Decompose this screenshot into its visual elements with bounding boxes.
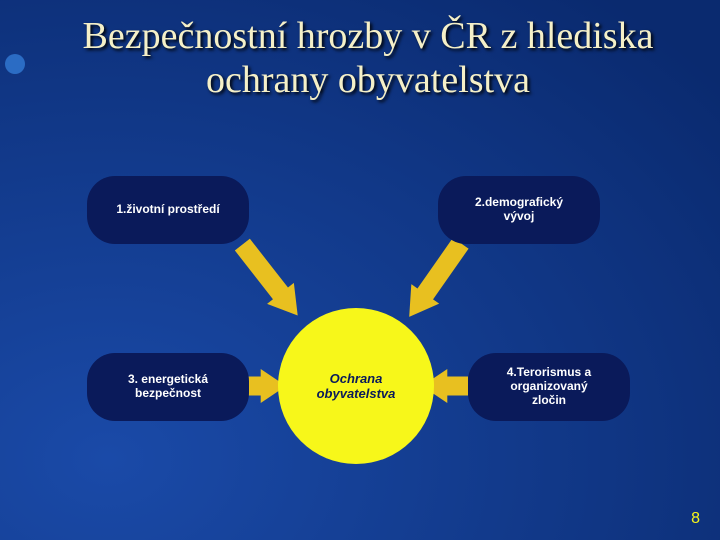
center-node-label: Ochranaobyvatelstva (317, 371, 396, 401)
slide-title: Bezpečnostní hrozby v ČR z hlediska ochr… (48, 14, 688, 102)
slide-number: 8 (691, 510, 700, 528)
node-1-label: 1.životní prostředí (116, 203, 219, 217)
center-node: Ochranaobyvatelstva (278, 308, 434, 464)
node-3: 3. energetickábezpečnost (87, 353, 249, 421)
node-4: 4.Terorismus aorganizovanýzločin (468, 353, 630, 421)
node-3-label: 3. energetickábezpečnost (128, 373, 208, 401)
slide: Bezpečnostní hrozby v ČR z hlediska ochr… (0, 0, 720, 540)
node-2: 2.demografickývývoj (438, 176, 600, 244)
node-2-label: 2.demografickývývoj (475, 196, 563, 224)
node-4-label: 4.Terorismus aorganizovanýzločin (507, 366, 591, 407)
node-1: 1.životní prostředí (87, 176, 249, 244)
